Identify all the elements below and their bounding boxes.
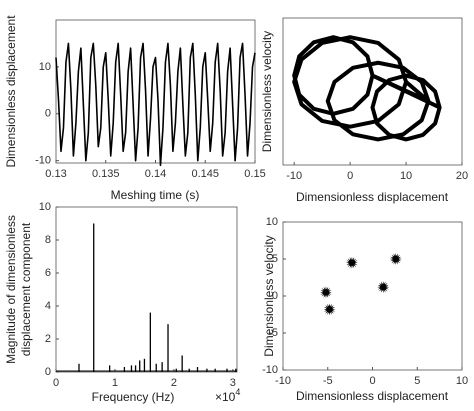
x-tick-label: 5 bbox=[414, 375, 420, 387]
x-axis-label: Frequency (Hz) bbox=[92, 390, 175, 404]
x-tick-label: 3 bbox=[230, 377, 236, 389]
data-line bbox=[292, 35, 442, 142]
x-axis-label: Meshing time (s) bbox=[111, 188, 200, 202]
data-line bbox=[55, 42, 256, 167]
y-tick-label: 8 bbox=[45, 234, 51, 246]
y-axis-label: Dimensionless displacement bbox=[4, 15, 18, 168]
y-tick-label: -10 bbox=[262, 364, 278, 376]
x-multiplier: ×104 bbox=[215, 387, 240, 404]
x-axis-label: Dimensionless displacement bbox=[296, 190, 449, 204]
y-axis-label: Dimensionless velocity bbox=[262, 235, 276, 356]
y-tick-label: 6 bbox=[45, 267, 51, 279]
x-tick-label: 10 bbox=[456, 375, 468, 387]
x-tick-label: 0 bbox=[369, 375, 375, 387]
x-tick-label: 10 bbox=[400, 170, 412, 182]
x-tick-label: 0 bbox=[53, 377, 59, 389]
axes-box bbox=[282, 221, 463, 371]
axes-box bbox=[55, 19, 256, 164]
y-tick-label: 0 bbox=[45, 366, 51, 378]
scatter-point bbox=[345, 256, 358, 269]
scatter-point bbox=[389, 253, 402, 265]
x-tick-label: 0.145 bbox=[191, 168, 219, 180]
y-tick-label: 5 bbox=[272, 253, 278, 265]
x-tick-label: 2 bbox=[171, 377, 177, 389]
x-axis-label: Dimensionless displacement bbox=[296, 389, 449, 403]
x-multiplier-exponent: 4 bbox=[235, 387, 240, 397]
x-tick-label: 0.13 bbox=[45, 168, 66, 180]
y-tick-label: -10 bbox=[35, 155, 51, 167]
scatter-point bbox=[319, 286, 332, 299]
y-axis-label: Dimensionless velocity bbox=[260, 31, 274, 152]
y-tick-label: -5 bbox=[268, 327, 278, 339]
axes-box bbox=[55, 206, 238, 373]
x-tick-label: -10 bbox=[275, 375, 291, 387]
x-tick-label: -5 bbox=[323, 375, 333, 387]
x-tick-label: -10 bbox=[286, 170, 302, 182]
x-multiplier-base: ×10 bbox=[215, 390, 236, 404]
y-tick-label: 10 bbox=[39, 61, 51, 73]
scatter-point bbox=[377, 281, 390, 294]
x-tick-label: 20 bbox=[456, 170, 468, 182]
y-axis-label: Magnitude of dimensionless bbox=[4, 215, 18, 364]
axes-box bbox=[282, 17, 463, 166]
y-tick-label: 10 bbox=[266, 216, 278, 228]
x-tick-label: 0 bbox=[347, 170, 353, 182]
x-tick-label: 1 bbox=[112, 377, 118, 389]
y-tick-label: 0 bbox=[45, 108, 51, 120]
x-tick-label: 0.15 bbox=[244, 168, 265, 180]
y-tick-label: 2 bbox=[45, 333, 51, 345]
y-tick-label: 0 bbox=[272, 290, 278, 302]
y-tick-label: 4 bbox=[45, 300, 51, 312]
y-axis-label: displacement component bbox=[19, 222, 33, 356]
y-tick-label: 10 bbox=[39, 201, 51, 213]
x-tick-label: 0.135 bbox=[92, 168, 120, 180]
x-tick-label: 0.14 bbox=[145, 168, 166, 180]
scatter-point bbox=[323, 303, 336, 316]
